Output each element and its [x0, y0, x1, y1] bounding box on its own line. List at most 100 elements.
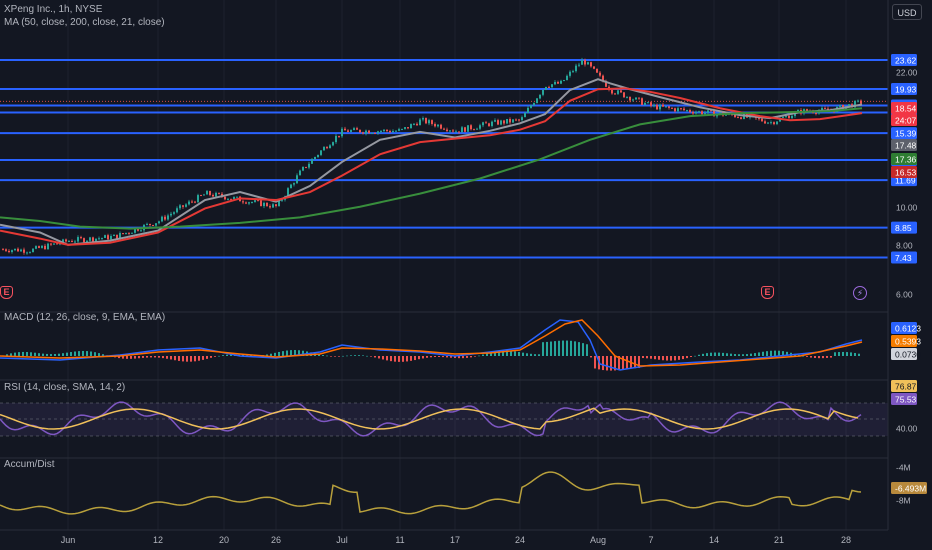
- signal-value[interactable]: 0.5393: [895, 337, 921, 347]
- level-label-6[interactable]: 11.69: [895, 176, 916, 186]
- macd-hist-bar: [770, 350, 772, 356]
- level-label-1[interactable]: 19.93: [895, 84, 917, 94]
- macd-hist-bar: [758, 352, 760, 356]
- last-price-badge[interactable]: 18.54: [895, 104, 917, 114]
- candle-body: [527, 107, 529, 113]
- macd-hist-bar: [346, 355, 348, 357]
- ma-legend[interactable]: MA (50, close, 200, close, 21, close): [4, 17, 165, 28]
- macd-hist-bar: [302, 350, 304, 356]
- accum-dist-pane[interactable]: [0, 471, 862, 515]
- candle-body: [380, 131, 382, 133]
- candle-body: [515, 119, 517, 121]
- candle-body: [470, 125, 472, 130]
- macd-hist-bar: [50, 354, 52, 356]
- candle-body: [236, 196, 238, 198]
- earnings-event-icon[interactable]: E: [0, 286, 13, 299]
- candle-body: [74, 241, 76, 243]
- candle-body: [677, 108, 679, 112]
- macd-hist-bar: [38, 353, 40, 356]
- accum-value[interactable]: -6.493M: [895, 484, 926, 494]
- macd-hist-bar: [126, 356, 128, 359]
- macd-hist-bar: [446, 356, 448, 358]
- candle-body: [191, 201, 193, 203]
- level-label-8[interactable]: 7.43: [895, 253, 912, 263]
- ma-red-badge[interactable]: 16.53: [895, 168, 917, 178]
- rsi-value-bg: [891, 393, 917, 405]
- macd-hist-bar: [506, 350, 508, 356]
- macd-hist-bar: [70, 352, 72, 356]
- candle-body: [404, 127, 406, 129]
- price-tick-1: 10.00: [896, 202, 918, 212]
- level-label-0[interactable]: 23.62: [895, 55, 917, 65]
- macd-hist-bar: [202, 356, 204, 360]
- candle-body: [734, 114, 736, 118]
- ma-grey-badge[interactable]: 17.48: [895, 141, 917, 151]
- macd-hist-bar: [642, 356, 644, 359]
- candle-body: [410, 124, 412, 129]
- currency-button[interactable]: USD: [892, 4, 922, 20]
- candle-body: [89, 237, 91, 241]
- hist-value[interactable]: 0.0730: [895, 350, 921, 360]
- macd-hist-bar: [82, 350, 84, 356]
- symbol-legend[interactable]: XPeng Inc., 1h, NYSE: [4, 4, 103, 15]
- macd-hist-bar: [378, 356, 380, 359]
- candle-body: [218, 192, 220, 194]
- horizontal-levels[interactable]: [0, 58, 888, 259]
- rsi-value[interactable]: 75.53: [895, 395, 917, 405]
- candle-body: [149, 223, 151, 225]
- level-label-0-bg: [891, 53, 917, 66]
- countdown-badge[interactable]: 24:07: [895, 116, 917, 126]
- candle-body: [317, 154, 319, 157]
- accum-tick-1: -8M: [896, 496, 911, 506]
- price-axis[interactable]: 22.0010.008.006.0023.6219.9318.0917.3615…: [887, 0, 927, 530]
- level-label-7[interactable]: 8.85: [895, 223, 912, 233]
- time-axis[interactable]: Jun 12 20 26 Jul 11 17 24 Aug 7 14 21 28: [0, 529, 888, 545]
- candle-body: [5, 249, 7, 251]
- macd-hist-bar: [274, 352, 276, 356]
- macd-legend[interactable]: MACD (12, 26, close, 9, EMA, EMA): [4, 312, 166, 323]
- candle-body: [176, 208, 178, 213]
- candle-body: [179, 205, 181, 209]
- candle-body: [35, 246, 37, 249]
- candle-body: [365, 130, 367, 134]
- macd-hist-bar: [474, 356, 476, 357]
- level-label-7-bg: [891, 221, 917, 234]
- macd-hist-bar: [778, 350, 780, 356]
- rsi-ma-value[interactable]: 76.87: [895, 382, 917, 392]
- flash-event-icon[interactable]: ⚡: [853, 286, 867, 300]
- hist-value-bg: [891, 348, 917, 360]
- candle-body: [125, 232, 127, 234]
- candle-body: [92, 237, 94, 242]
- ma-green-badge[interactable]: 17.36: [895, 155, 917, 165]
- candle-body: [140, 230, 142, 232]
- candle-body: [611, 89, 613, 94]
- candle-body: [665, 106, 667, 108]
- macd-hist-bar: [542, 342, 544, 356]
- candle-body: [29, 252, 31, 254]
- rsi-legend[interactable]: RSI (14, close, SMA, 14, 2): [4, 382, 126, 393]
- accum-legend[interactable]: Accum/Dist: [4, 459, 55, 470]
- macd-hist-bar: [62, 353, 64, 356]
- candle-body: [422, 118, 424, 120]
- candle-body: [314, 156, 316, 160]
- candle-body: [821, 107, 823, 111]
- macd-value[interactable]: 0.6123: [895, 324, 921, 334]
- macd-hist-bar: [58, 353, 60, 356]
- macd-pane[interactable]: [0, 319, 863, 371]
- candle-body: [398, 129, 400, 131]
- candle-body: [287, 188, 289, 197]
- earnings-event-icon-2[interactable]: E: [761, 286, 774, 299]
- price-tick-0: 22.00: [896, 68, 918, 78]
- candle-body: [569, 71, 571, 76]
- rsi-pane[interactable]: [0, 401, 888, 437]
- candle-body: [521, 117, 523, 121]
- macd-hist-bar: [562, 340, 564, 356]
- last-price-badge-bg: [891, 102, 917, 114]
- level-label-4[interactable]: 15.39: [895, 129, 917, 139]
- macd-hist-bar: [750, 353, 752, 356]
- macd-hist-bar: [42, 353, 44, 356]
- candle-body: [413, 123, 415, 125]
- candle-body: [71, 240, 73, 242]
- candle-body: [200, 195, 202, 197]
